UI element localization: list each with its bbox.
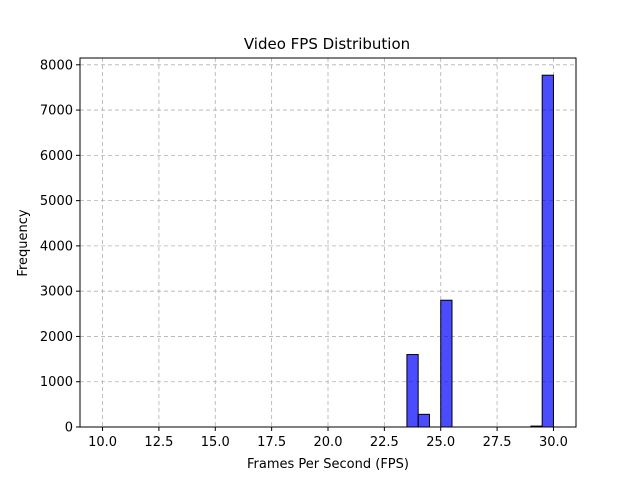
x-tick-label: 10.0 — [88, 435, 117, 450]
histogram-bar — [440, 299, 453, 428]
y-tick-label: 6000 — [40, 149, 73, 164]
histogram-bar — [417, 413, 430, 428]
x-tick-label: 12.5 — [144, 435, 173, 450]
grid-lines — [80, 58, 576, 428]
chart-title: Video FPS Distribution — [244, 35, 410, 53]
x-tick-label: 15.0 — [201, 435, 230, 450]
x-tick-label: 30.0 — [539, 435, 568, 450]
x-axis-ticks: 10.0 12.5 15.0 17.5 20.0 22.5 25.0 27.5 30.0 — [88, 427, 568, 450]
y-axis-label: Frequency — [16, 209, 31, 276]
y-tick-label: 7000 — [40, 104, 73, 119]
y-tick-label: 8000 — [40, 58, 73, 73]
y-tick-label: 4000 — [40, 239, 73, 254]
x-tick-label: 22.5 — [370, 435, 399, 450]
x-tick-label: 27.5 — [483, 435, 512, 450]
y-tick-label: 3000 — [40, 285, 73, 300]
histogram-bars — [406, 74, 554, 428]
y-tick-label: 0 — [65, 421, 73, 436]
histogram-bar — [541, 74, 554, 428]
y-tick-label: 2000 — [40, 330, 73, 345]
x-axis-label: Frames Per Second (FPS) — [247, 457, 409, 472]
x-tick-label: 17.5 — [257, 435, 286, 450]
y-axis-ticks: 0 1000 2000 3000 4000 5000 6000 7000 8000 — [40, 58, 80, 436]
y-tick-label: 5000 — [40, 194, 73, 209]
y-tick-label: 1000 — [40, 375, 73, 390]
histogram-bar — [406, 354, 419, 428]
x-tick-label: 20.0 — [314, 435, 343, 450]
x-tick-label: 25.0 — [426, 435, 455, 450]
